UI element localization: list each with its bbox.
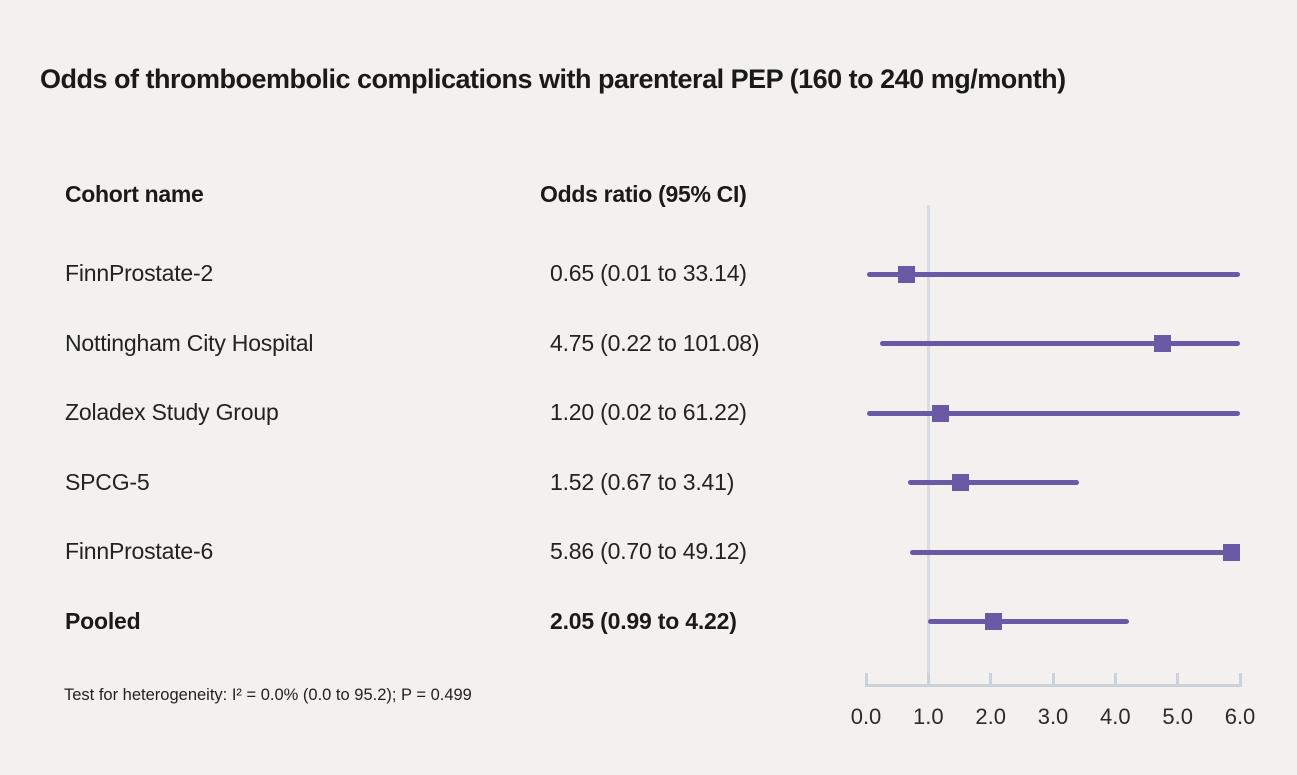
heterogeneity-footnote: Test for heterogeneity: I² = 0.0% (0.0 t… (64, 686, 472, 704)
x-axis-tick (864, 673, 868, 684)
cohort-name-label: Zoladex Study Group (65, 399, 279, 425)
cohort-name-label: FinnProstate-6 (65, 538, 214, 564)
x-axis-tick-label: 0.0 (850, 704, 882, 729)
x-axis-tick-label: 3.0 (1037, 704, 1069, 729)
cohort-name-label: SPCG-5 (65, 468, 150, 495)
point-estimate-marker (1222, 543, 1240, 561)
odds-ratio-value-label: 4.75 (0.22 to 101.08) (550, 329, 760, 356)
confidence-interval-line (867, 410, 1240, 416)
cohort-name-label: FinnProstate-2 (65, 260, 214, 286)
x-axis-tick-label: 4.0 (1100, 704, 1131, 729)
odds-ratio-value-label: 2.05 (0.99 to 4.22) (550, 607, 737, 634)
odds-ratio-value-label: 1.52 (0.67 to 3.41) (550, 468, 735, 495)
x-axis-tick (989, 673, 993, 684)
point-estimate-marker (898, 265, 916, 283)
confidence-interval-line (907, 480, 1079, 485)
confidence-interval-line (909, 549, 1240, 555)
point-estimate-marker (1153, 335, 1171, 352)
x-axis-tick (1051, 673, 1055, 684)
x-axis-tick (1238, 673, 1242, 684)
x-axis-tick (1113, 673, 1117, 684)
chart-title: Odds of thromboembolic complications wit… (40, 64, 1066, 94)
confidence-interval-line (866, 271, 1240, 277)
x-axis-line (864, 684, 1242, 687)
cohort-name-label: Pooled (65, 607, 141, 634)
point-estimate-marker (952, 474, 970, 491)
column-header-cohort-name: Cohort name (65, 181, 204, 207)
x-axis-tick-label: 1.0 (913, 704, 944, 729)
x-axis-tick-label: 2.0 (975, 704, 1006, 729)
cohort-name-label: Nottingham City Hospital (65, 329, 314, 356)
odds-ratio-value-label: 1.20 (0.02 to 61.22) (550, 399, 747, 425)
column-header-odds-ratio: Odds ratio (95% CI) (540, 181, 747, 207)
x-axis-tick (1176, 673, 1180, 684)
reference-line-or-1 (926, 205, 931, 687)
x-axis-tick-label: 6.0 (1224, 704, 1256, 729)
pooled-estimate-marker (985, 613, 1003, 630)
odds-ratio-value-label: 0.65 (0.01 to 33.14) (550, 260, 747, 286)
confidence-interval-line (927, 619, 1130, 624)
odds-ratio-value-label: 5.86 (0.70 to 49.12) (550, 538, 747, 564)
x-axis-tick (926, 673, 930, 684)
x-axis-tick-label: 5.0 (1162, 704, 1193, 729)
confidence-interval-line (879, 341, 1240, 346)
point-estimate-marker (932, 404, 950, 422)
